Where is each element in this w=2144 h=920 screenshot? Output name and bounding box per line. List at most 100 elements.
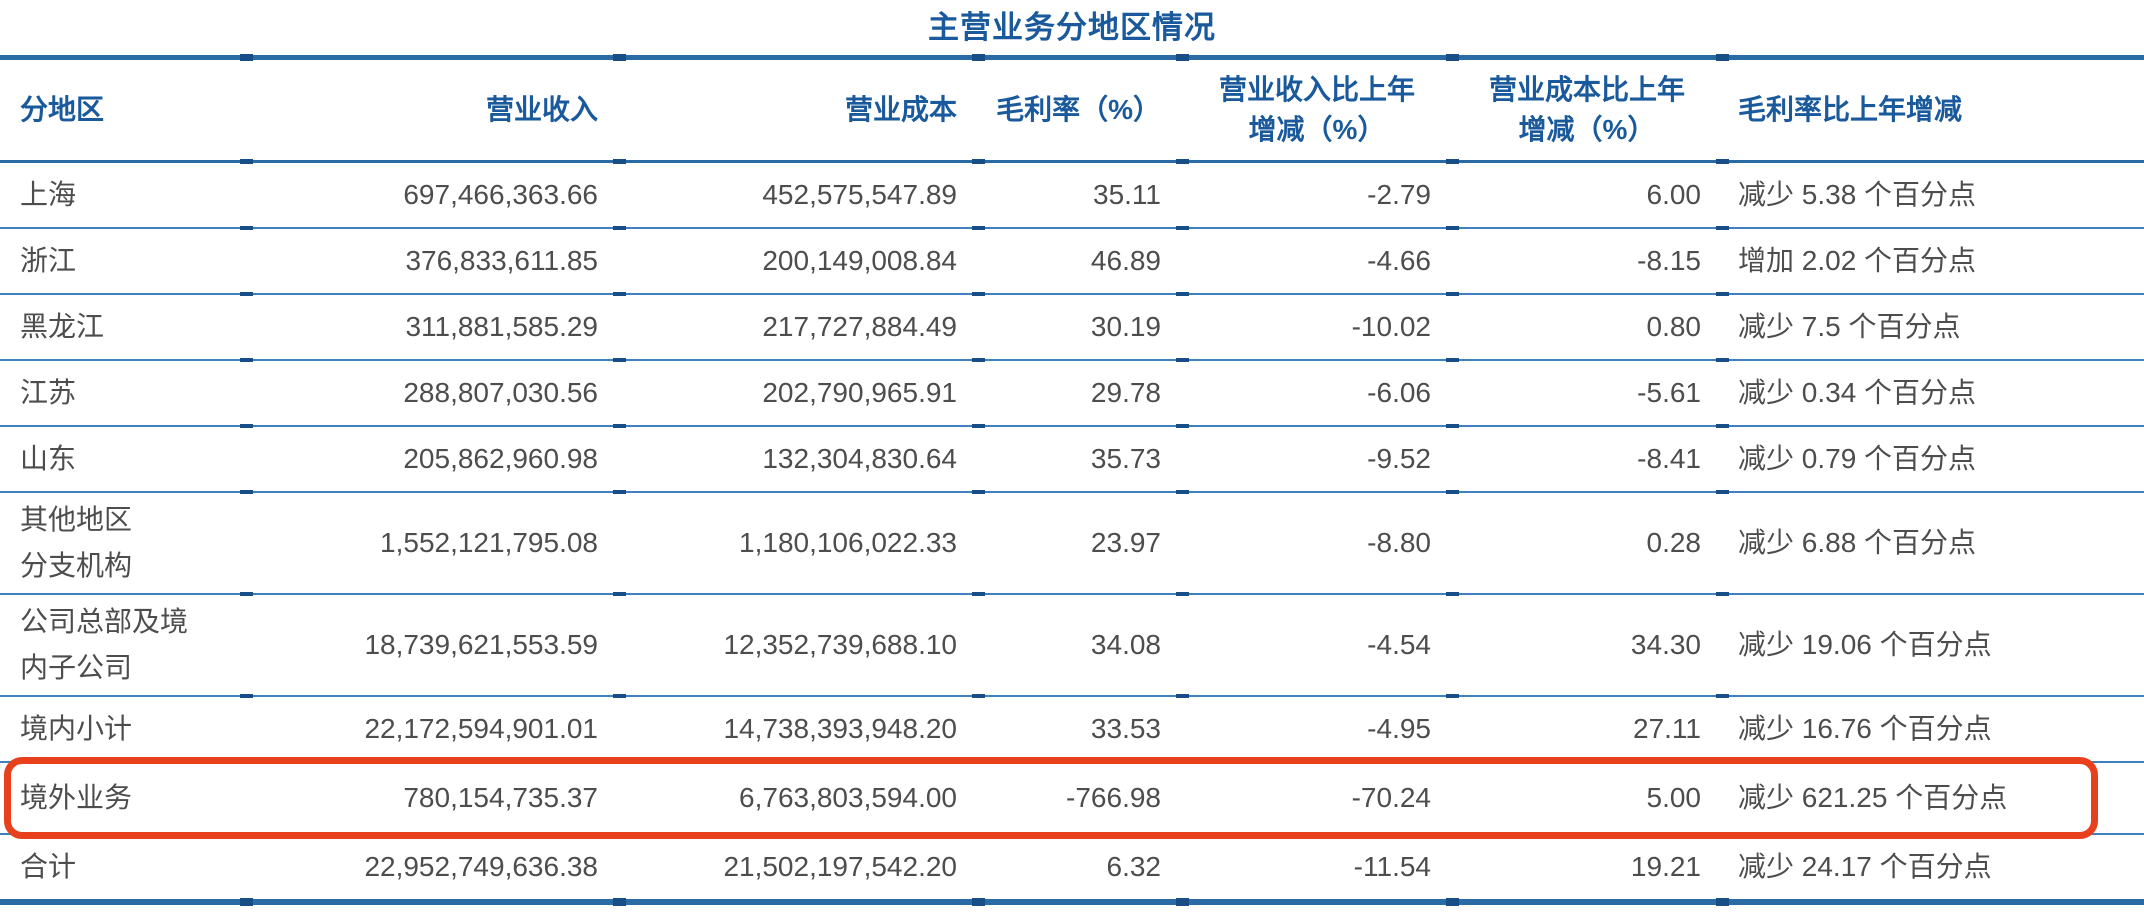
rule-tick [613, 358, 626, 362]
gross-margin-cell: 35.73 [1090, 443, 1161, 474]
cost-cell: 12,352,739,688.10 [723, 629, 957, 660]
rule-tick [240, 159, 253, 164]
revenue-cell: 22,952,749,636.38 [364, 851, 598, 882]
rule-tick [1446, 159, 1459, 164]
cost-yoy-cell: 0.28 [1646, 527, 1702, 558]
rule-tick [1446, 292, 1459, 296]
rule-tick [613, 694, 626, 698]
gross-margin-cell: 33.53 [1090, 713, 1161, 744]
rule-tick [972, 159, 985, 164]
rule-tick [972, 490, 985, 494]
rule-tick [1446, 490, 1459, 494]
margin-change-cell: 减少 5.38 个百分点 [1738, 179, 1977, 210]
column-header-gross-margin: 毛利率（%） [996, 94, 1161, 125]
rule-tick [1716, 490, 1729, 494]
gross-margin-cell: 23.97 [1090, 527, 1161, 558]
rule-tick [240, 292, 253, 296]
column-header-region: 分地区 [20, 94, 105, 125]
rule-line [0, 226, 2144, 230]
cost-cell: 1,180,106,022.33 [739, 527, 957, 558]
rule-tick [972, 592, 985, 596]
column-header-revenue: 营业收入 [485, 94, 598, 125]
cost-yoy-cell: 19.21 [1630, 851, 1701, 882]
region-breakdown-table: 分地区 营业收入 营业成本 毛利率（%） 营业收入比上年 增减（%） 营业成本比… [0, 54, 2144, 906]
rule-tick [1716, 159, 1729, 164]
rule-tick [613, 898, 626, 906]
cost-cell: 132,304,830.64 [762, 443, 957, 474]
rule-tick [1446, 54, 1459, 61]
revenue-cell: 376,833,611.85 [405, 245, 598, 276]
rule-tick [240, 54, 253, 61]
rule-tick [1716, 292, 1729, 296]
cost-cell: 217,727,884.49 [762, 311, 957, 342]
rule-tick [240, 694, 253, 698]
revenue-cell: 1,552,121,795.08 [380, 527, 598, 558]
region-cell: 江苏 [20, 377, 77, 408]
rule-tick [972, 292, 985, 296]
rule-tick [1176, 358, 1189, 362]
table-row: 江苏 288,807,030.56 202,790,965.91 29.78 -… [0, 361, 2144, 425]
rule-tick [1716, 424, 1729, 428]
rule-line [0, 694, 2144, 698]
table-row: 境外业务 780,154,735.37 6,763,803,594.00 -76… [0, 757, 2144, 839]
margin-change-cell: 减少 19.06 个百分点 [1738, 629, 1992, 660]
rule-line [0, 292, 2144, 296]
revenue-yoy-cell: -2.79 [1367, 179, 1431, 210]
cost-cell: 6,763,803,594.00 [739, 782, 957, 813]
table-row: 浙江 376,833,611.85 200,149,008.84 46.89 -… [0, 229, 2144, 293]
rule-tick [613, 292, 626, 296]
rule-tick [1716, 226, 1729, 230]
revenue-cell: 288,807,030.56 [403, 377, 598, 408]
rule-tick [1176, 159, 1189, 164]
rule-line [0, 490, 2144, 494]
rule-tick [1716, 358, 1729, 362]
table-row: 山东 205,862,960.98 132,304,830.64 35.73 -… [0, 427, 2144, 491]
revenue-cell: 780,154,735.37 [403, 782, 598, 813]
region-cell: 境内小计 [20, 713, 133, 744]
cost-cell: 21,502,197,542.20 [723, 851, 957, 882]
margin-change-cell: 减少 0.34 个百分点 [1738, 377, 1977, 408]
rule-tick [972, 424, 985, 428]
cost-yoy-cell: 0.80 [1646, 311, 1702, 342]
gross-margin-cell: 30.19 [1090, 311, 1161, 342]
rule-tick [1446, 226, 1459, 230]
revenue-yoy-cell: -8.80 [1367, 527, 1431, 558]
rule-tick [613, 490, 626, 494]
rule-line [0, 592, 2144, 596]
cost-yoy-cell: -5.61 [1637, 377, 1701, 408]
region-cell: 其他地区 分支机构 [20, 504, 133, 581]
column-header-revenue-yoy: 营业收入比上年 增减（%） [1218, 74, 1415, 145]
revenue-yoy-cell: -6.06 [1367, 377, 1431, 408]
rule-tick [240, 358, 253, 362]
rule-tick [1176, 592, 1189, 596]
gross-margin-cell: 46.89 [1090, 245, 1161, 276]
rule-tick [1716, 592, 1729, 596]
region-cell: 合计 [20, 851, 77, 882]
rule-tick [1176, 694, 1189, 698]
rule-tick [1716, 694, 1729, 698]
rule-tick [972, 898, 985, 906]
rule-tick [613, 54, 626, 61]
rule-line [0, 424, 2144, 428]
cost-yoy-cell: 27.11 [1633, 713, 1701, 744]
rule-tick [240, 592, 253, 596]
rule-tick [240, 424, 253, 428]
revenue-cell: 311,881,585.29 [405, 311, 598, 342]
cost-yoy-cell: -8.41 [1637, 443, 1701, 474]
revenue-yoy-cell: -11.54 [1353, 851, 1431, 882]
rule-tick [613, 226, 626, 230]
gross-margin-cell: 34.08 [1090, 629, 1161, 660]
revenue-yoy-cell: -10.02 [1351, 311, 1431, 342]
rule-tick [240, 898, 253, 906]
gross-margin-cell: 29.78 [1090, 377, 1161, 408]
rule-tick [613, 424, 626, 428]
cost-yoy-cell: -8.15 [1637, 245, 1701, 276]
cost-cell: 452,575,547.89 [762, 179, 957, 210]
region-cell: 境外业务 [20, 782, 133, 813]
margin-change-cell: 减少 621.25 个百分点 [1738, 782, 2008, 813]
rule-tick [1446, 694, 1459, 698]
header-row: 分地区 营业收入 营业成本 毛利率（%） 营业收入比上年 增减（%） 营业成本比… [0, 60, 2144, 160]
table-row: 境内小计 22,172,594,901.01 14,738,393,948.20… [0, 697, 2144, 761]
rule-tick [972, 226, 985, 230]
